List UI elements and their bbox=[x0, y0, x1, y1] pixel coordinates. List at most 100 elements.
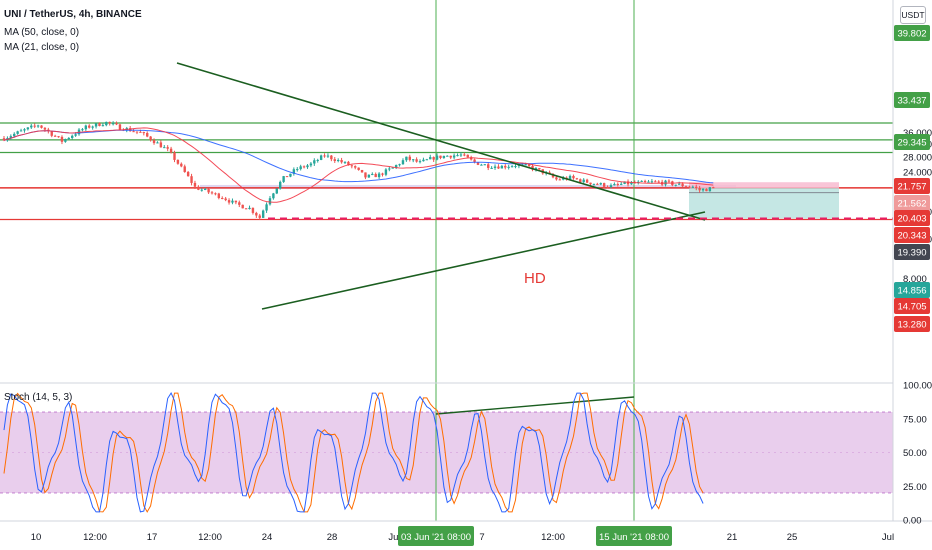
candle-body bbox=[613, 184, 616, 186]
candle-body bbox=[599, 183, 602, 185]
stoch-tick-label: 50.00 bbox=[903, 448, 927, 459]
candle-body bbox=[149, 136, 152, 141]
price-label-box bbox=[894, 178, 930, 194]
candle-body bbox=[681, 183, 684, 187]
time-tick-label: 17 bbox=[147, 532, 158, 543]
price-tick-label: 28.000 bbox=[903, 153, 932, 164]
price-label-box bbox=[894, 298, 930, 314]
candle-body bbox=[115, 123, 118, 125]
candle-body bbox=[176, 159, 180, 164]
candle-body bbox=[609, 185, 613, 188]
legend-ma21[interactable]: MA (21, close, 0) bbox=[4, 42, 79, 53]
candle-body bbox=[701, 189, 705, 191]
drawings[interactable] bbox=[176, 62, 893, 415]
price-label: 21.562 bbox=[897, 199, 926, 210]
stoch-tick-label: 75.00 bbox=[903, 414, 927, 425]
legend-symbol[interactable]: UNI / TetherUS, 4h, BINANCE bbox=[4, 9, 142, 20]
time-tick-label: 25 bbox=[787, 532, 798, 543]
candle-body bbox=[292, 169, 296, 174]
candle-body bbox=[435, 155, 439, 160]
legend-ma50[interactable]: MA (50, close, 0) bbox=[4, 27, 79, 38]
ascending-trendline bbox=[261, 211, 706, 310]
time-tick-label: 12:00 bbox=[541, 532, 565, 543]
candle-body bbox=[602, 183, 606, 187]
candle-body bbox=[234, 200, 238, 203]
candle-body bbox=[272, 193, 275, 199]
candle-body bbox=[214, 193, 217, 195]
candle-body bbox=[241, 204, 244, 209]
candle-body bbox=[575, 178, 579, 180]
candle-body bbox=[299, 166, 302, 170]
stoch-tick-label: 100.00 bbox=[903, 381, 932, 392]
candle-body bbox=[340, 159, 343, 163]
candle-body bbox=[691, 186, 695, 188]
candle-body bbox=[524, 164, 527, 166]
candle-body bbox=[282, 176, 285, 182]
candle-body bbox=[381, 173, 384, 175]
candle-body bbox=[190, 176, 193, 183]
candle-body bbox=[418, 161, 422, 163]
price-label: 33.437 bbox=[897, 96, 926, 107]
candle-body bbox=[163, 147, 166, 149]
candle-body bbox=[84, 125, 88, 130]
candle-body bbox=[439, 155, 442, 159]
candle-body bbox=[268, 198, 272, 205]
candle-body bbox=[152, 140, 156, 144]
candle-body bbox=[466, 154, 469, 158]
long-position-tool[interactable] bbox=[689, 182, 839, 219]
candle-body bbox=[203, 188, 207, 190]
time-marker-label: 15 Jun '21 08:00 bbox=[599, 532, 669, 543]
candle-body bbox=[258, 215, 261, 218]
time-tick-label: 21 bbox=[727, 532, 738, 543]
price-label-box bbox=[894, 282, 930, 298]
candle-body bbox=[343, 161, 347, 163]
price-label: 19.390 bbox=[897, 248, 926, 259]
candle-body bbox=[74, 134, 77, 136]
legend-stoch[interactable]: Stoch (14, 5, 3) bbox=[4, 392, 72, 403]
time-tick-label: 12:00 bbox=[198, 532, 222, 543]
candle-body bbox=[558, 179, 562, 181]
time-tick-label: Jun bbox=[388, 532, 403, 543]
descending-trendline bbox=[176, 62, 706, 221]
candle-body bbox=[377, 173, 381, 178]
ma50-label: MA (50, close, 0) bbox=[4, 27, 80, 38]
candle-body bbox=[350, 165, 354, 167]
stoch-tick-label: 25.00 bbox=[903, 482, 927, 493]
candle-body bbox=[531, 165, 534, 170]
candle-body bbox=[708, 187, 712, 192]
candle-body bbox=[490, 167, 493, 169]
candle-body bbox=[135, 131, 139, 133]
price-label: 39.802 bbox=[897, 29, 926, 40]
candle-body bbox=[60, 136, 64, 142]
candle-body bbox=[2, 138, 6, 141]
candle-body bbox=[330, 155, 333, 160]
candle-body bbox=[555, 177, 558, 180]
candle-body bbox=[30, 125, 33, 128]
time-tick-label: 28 bbox=[327, 532, 338, 543]
price-label: 29.345 bbox=[897, 138, 926, 149]
candle-body bbox=[9, 136, 13, 139]
candle-body bbox=[248, 207, 251, 210]
stochastic-pane bbox=[3, 392, 704, 513]
price-label-box bbox=[894, 134, 930, 150]
candle-body bbox=[398, 164, 401, 166]
candle-body bbox=[81, 129, 84, 131]
candle-body bbox=[53, 135, 57, 137]
candle-body bbox=[463, 154, 466, 156]
candle-body bbox=[251, 207, 255, 213]
candle-body bbox=[180, 163, 183, 167]
candle-body bbox=[473, 159, 476, 163]
candle-body bbox=[169, 148, 173, 153]
candle-body bbox=[677, 183, 681, 185]
currency-badge[interactable]: USDT bbox=[900, 6, 926, 24]
candle-body bbox=[415, 159, 418, 162]
time-tick-label: Jul bbox=[882, 532, 894, 543]
candle-body bbox=[695, 186, 698, 188]
candle-body bbox=[452, 155, 456, 158]
candle-body bbox=[371, 173, 374, 175]
ma21-line bbox=[3, 127, 714, 203]
candle-body bbox=[647, 181, 650, 183]
candle-body bbox=[442, 155, 446, 159]
